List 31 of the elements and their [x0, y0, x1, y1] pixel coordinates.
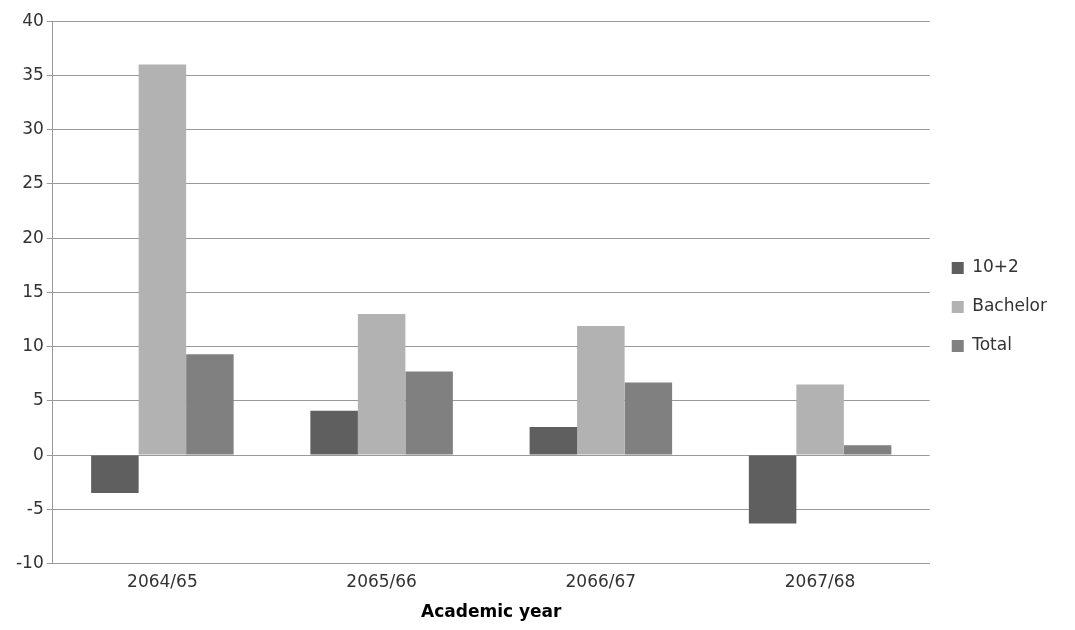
x-axis-title: Academic year: [421, 600, 563, 621]
bar: [529, 426, 578, 455]
y-tick-label: 0: [32, 443, 44, 464]
x-tick-label: 2066/67: [565, 571, 637, 592]
bar: [405, 371, 453, 455]
bar: [186, 354, 234, 455]
bar: [138, 64, 187, 455]
y-tick-label: 30: [22, 118, 44, 139]
bar: [748, 455, 797, 524]
y-tick-label: 10: [22, 335, 44, 356]
y-tick-label: 15: [22, 280, 44, 301]
y-tick-label: 20: [22, 226, 44, 247]
bar: [310, 410, 358, 455]
bar: [624, 382, 673, 455]
x-tick-label: 2067/68: [784, 571, 856, 592]
y-tick-label: -10: [15, 552, 44, 573]
legend-label: 10+2: [972, 256, 1019, 277]
bar: [357, 314, 406, 455]
legend-label: Bachelor: [972, 295, 1048, 316]
y-tick-label: 40: [22, 9, 44, 30]
bar: [91, 455, 139, 494]
bar: [577, 326, 625, 455]
y-tick-label: -5: [26, 497, 44, 518]
y-tick-label: 5: [32, 389, 44, 410]
y-tick-label: 35: [22, 63, 44, 84]
y-tick-label: 25: [22, 172, 44, 193]
bar: [796, 384, 844, 455]
legend-label: Total: [971, 334, 1012, 355]
x-tick-label: 2064/65: [127, 571, 198, 592]
bar: [843, 445, 892, 455]
x-tick-label: 2065/66: [346, 571, 417, 592]
